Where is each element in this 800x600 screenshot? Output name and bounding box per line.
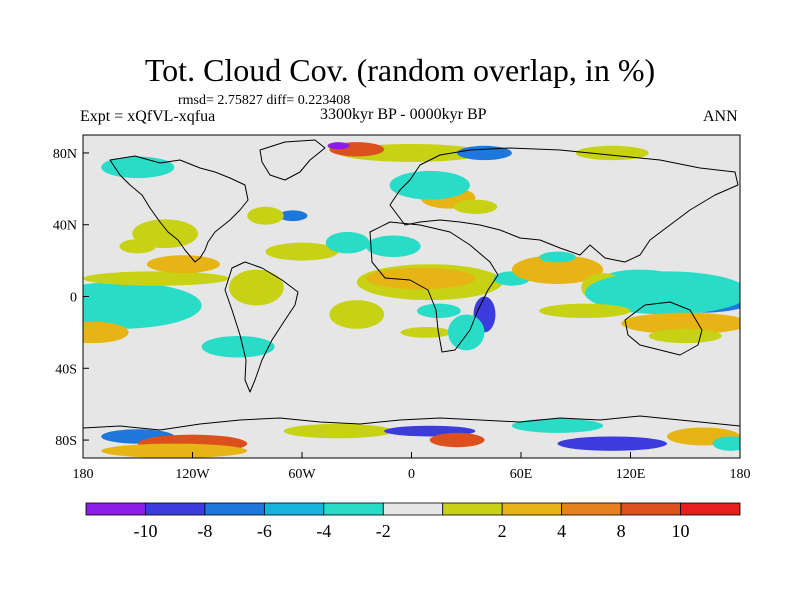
y-tick-label: 40S bbox=[55, 362, 77, 377]
anomaly-region-7 bbox=[132, 219, 198, 249]
x-tick-label: 180 bbox=[73, 467, 94, 482]
anomaly-region-49 bbox=[557, 436, 667, 451]
colorbar-swatch-6 bbox=[442, 502, 503, 516]
colorbar-label: -6 bbox=[257, 521, 272, 541]
coast-eurasia bbox=[389, 147, 739, 263]
x-tick-label: 60W bbox=[288, 467, 316, 482]
coastlines bbox=[83, 139, 740, 431]
colorbar-label: 8 bbox=[617, 521, 626, 541]
anomaly-region-33 bbox=[453, 199, 498, 214]
anomaly-region-40 bbox=[575, 145, 649, 161]
anomaly-region-9 bbox=[325, 231, 370, 254]
anomaly-region-30 bbox=[329, 300, 385, 329]
anomaly-region-14 bbox=[365, 267, 476, 290]
colorbar-swatch-7 bbox=[501, 502, 563, 516]
anomaly-region-34 bbox=[278, 210, 308, 222]
anomaly-region-5 bbox=[146, 255, 220, 274]
y-tick-label: 80S bbox=[55, 434, 77, 449]
colorbar-label: 10 bbox=[672, 521, 690, 541]
y-tick-label: 80N bbox=[53, 147, 77, 162]
x-tick-label: 120W bbox=[175, 467, 210, 482]
anomaly-region-3 bbox=[83, 321, 129, 344]
anomaly-region-44 bbox=[101, 443, 248, 458]
anomaly-region-25 bbox=[621, 312, 740, 335]
y-tick-label: 0 bbox=[70, 291, 77, 306]
anomaly-region-11 bbox=[229, 269, 284, 306]
season-label: ANN bbox=[703, 108, 738, 125]
period-label: 3300kyr BP - 0000kyr BP bbox=[320, 106, 487, 123]
anomaly-region-29 bbox=[448, 314, 485, 351]
x-tick-label: 120E bbox=[616, 467, 646, 482]
anomaly-region-10 bbox=[365, 235, 421, 258]
coast-south-america bbox=[224, 261, 299, 393]
anomaly-region-38 bbox=[327, 142, 350, 150]
anomaly-region-48 bbox=[511, 418, 604, 433]
anomaly-region-24 bbox=[584, 271, 740, 315]
experiment-label: Expt = xQfVL-xqfua bbox=[80, 108, 216, 125]
anomaly-region-45 bbox=[283, 423, 394, 439]
colorbar-label: 2 bbox=[498, 521, 507, 541]
y-axis-ticks: 80N 40N 0 40S 80S bbox=[53, 147, 89, 449]
colorbar-swatch-8 bbox=[561, 502, 622, 516]
colorbar-label: -10 bbox=[133, 521, 157, 541]
coast-antarctica bbox=[83, 415, 740, 431]
anomaly-region-39 bbox=[457, 145, 512, 161]
anomaly-region-15 bbox=[416, 303, 461, 319]
anomaly-region-19 bbox=[539, 251, 576, 263]
colorbar: -10 -8 -6 -4 -2 2 4 8 10 bbox=[85, 502, 741, 541]
x-tick-label: 180 bbox=[730, 467, 751, 482]
colorbar-swatch-2 bbox=[204, 502, 265, 516]
anomaly-region-16 bbox=[400, 327, 452, 338]
colorbar-label: -4 bbox=[316, 521, 331, 541]
colorbar-swatch-10 bbox=[680, 502, 741, 516]
coast-north-america bbox=[109, 155, 249, 263]
colorbar-label: -8 bbox=[197, 521, 212, 541]
coast-australia bbox=[624, 301, 703, 356]
coast-africa bbox=[369, 221, 499, 353]
anomaly-region-2 bbox=[83, 282, 202, 329]
colorbar-swatch-0 bbox=[85, 502, 146, 516]
anomaly-region-12 bbox=[201, 335, 275, 358]
colorbar-label: -2 bbox=[376, 521, 391, 541]
x-tick-label: 60E bbox=[510, 467, 533, 482]
colorbar-swatch-3 bbox=[263, 502, 325, 516]
anomaly-region-26 bbox=[648, 328, 722, 344]
anomaly-region-4 bbox=[83, 271, 229, 286]
anomaly-region-32 bbox=[389, 170, 470, 200]
anomaly-region-35 bbox=[247, 206, 284, 225]
colorbar-label: 4 bbox=[557, 521, 566, 541]
y-tick-label: 40N bbox=[53, 219, 77, 234]
colorbar-swatch-4 bbox=[323, 502, 384, 516]
anomaly-region-27 bbox=[539, 303, 631, 319]
map-title: Tot. Cloud Cov. (random overlap, in %) bbox=[144, 52, 656, 88]
colorbar-swatch-1 bbox=[145, 502, 206, 516]
colorbar-swatch-5 bbox=[382, 502, 444, 516]
x-axis-ticks: 180 120W 60W 0 60E 120E 180 bbox=[73, 452, 751, 482]
anomaly-region-8 bbox=[265, 242, 339, 261]
x-tick-label: 0 bbox=[408, 467, 415, 482]
anomaly-contours bbox=[83, 142, 740, 458]
anomaly-region-51 bbox=[712, 436, 740, 451]
anomaly-region-18 bbox=[511, 255, 604, 284]
stats-label: rmsd= 2.75827 diff= 0.223408 bbox=[178, 93, 351, 108]
anomaly-region-47 bbox=[429, 432, 485, 448]
coast-greenland bbox=[259, 139, 326, 181]
colorbar-swatch-9 bbox=[620, 502, 681, 516]
